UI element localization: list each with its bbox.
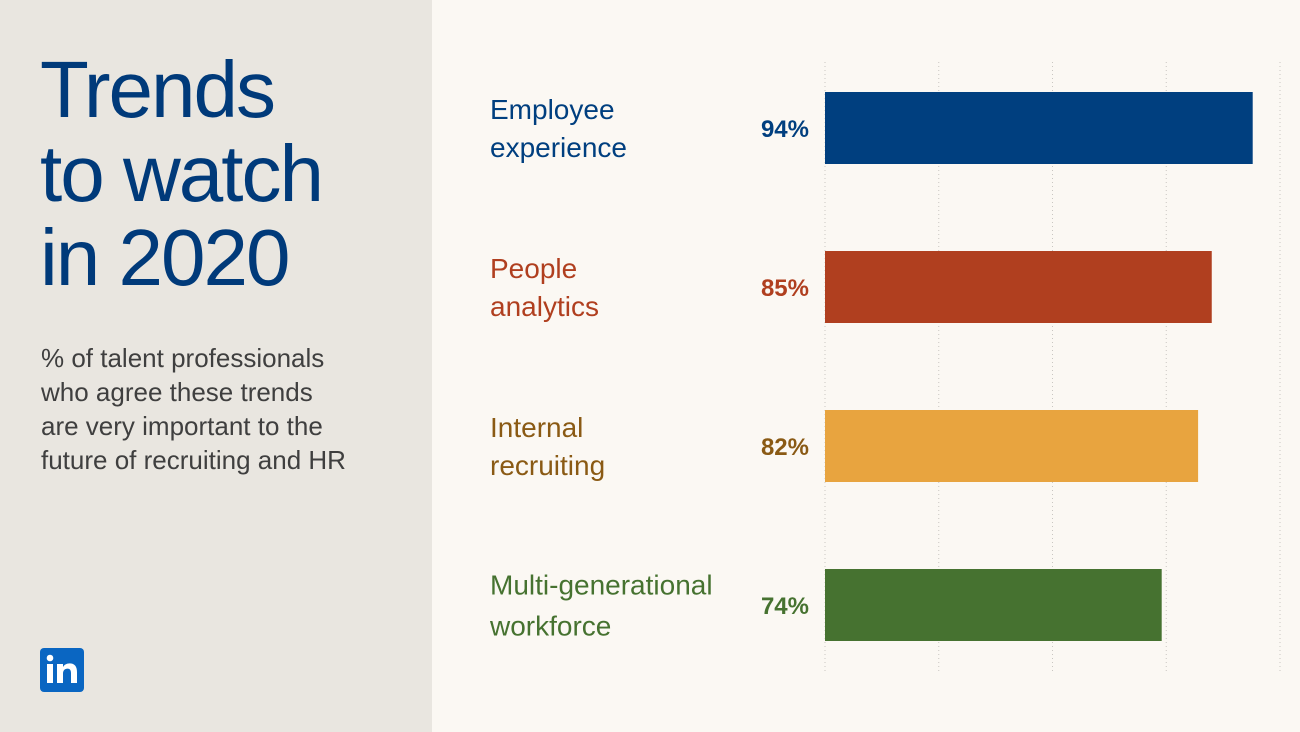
- subtitle-line-1: % of talent professionals: [41, 341, 421, 375]
- subtitle-line-4: future of recruiting and HR: [41, 443, 421, 477]
- trends-chart: 94% Employee experience 85% People analytics 8…: [432, 0, 1300, 732]
- category-label-1-line-1: Employee: [490, 94, 615, 125]
- value-label-4: 74%: [761, 593, 809, 620]
- chart-labels: 94% Employee experience 85% People analytics 8…: [489, 94, 809, 642]
- chart-subtitle: % of talent professionals who agree thes…: [41, 341, 421, 477]
- title-line-2: to watch: [40, 132, 420, 216]
- category-label-4-line-1: Multi-generational: [490, 570, 713, 601]
- title-line-1: Trends: [40, 48, 420, 132]
- linkedin-logo: [40, 648, 84, 692]
- category-label-3-line-1: Internal: [490, 412, 583, 443]
- subtitle-line-3: are very important to the: [41, 409, 421, 443]
- bar-4: [825, 569, 1162, 641]
- linkedin-icon: [40, 648, 84, 692]
- value-label-1: 94%: [761, 116, 809, 143]
- left-panel: Trends to watch in 2020 % of talent prof…: [0, 0, 432, 732]
- category-label-4-line-2: workforce: [489, 611, 611, 642]
- bar-1: [825, 92, 1253, 164]
- category-label-1-line-2: experience: [490, 132, 627, 163]
- value-label-2: 85%: [761, 275, 809, 302]
- bar-3: [825, 410, 1198, 482]
- category-label-2-line-2: analytics: [490, 291, 599, 322]
- bar-chart: 94% Employee experience 85% People analytics 8…: [432, 0, 1300, 732]
- chart-bars: [825, 92, 1253, 641]
- bar-2: [825, 251, 1212, 323]
- category-label-3-line-2: recruiting: [490, 450, 605, 481]
- category-label-2-line-1: People: [490, 253, 577, 284]
- subtitle-line-2: who agree these trends: [41, 375, 421, 409]
- title-line-3: in 2020: [40, 216, 420, 300]
- value-label-3: 82%: [761, 434, 809, 461]
- page-title: Trends to watch in 2020: [40, 48, 420, 300]
